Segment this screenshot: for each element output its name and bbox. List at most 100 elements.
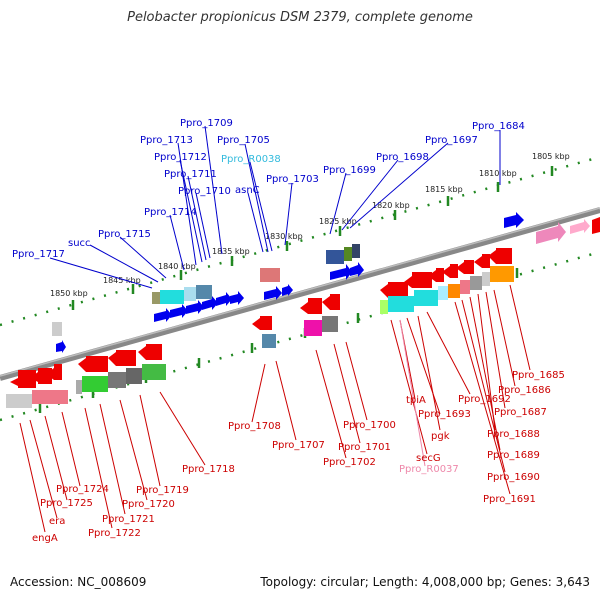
gene-label: asnC <box>235 185 260 196</box>
gene-label: Ppro_1693 <box>418 409 471 420</box>
gene-label: Ppro_1720 <box>122 499 175 510</box>
gene-label: Ppro_1701 <box>338 442 391 453</box>
gene-label: Ppro_1700 <box>343 420 396 431</box>
rna-leader-line <box>399 319 426 467</box>
tick-label: 1835 kbp <box>212 247 250 256</box>
gene-arrow <box>322 294 340 310</box>
genome-backbone <box>0 207 600 381</box>
gene-arrow <box>350 262 364 277</box>
gene-label: Ppro_1721 <box>102 514 155 525</box>
gene-label: Ppro_1699 <box>323 165 376 176</box>
tick-label: 1845 kbp <box>103 276 141 285</box>
gene-label: Ppro_1710 <box>178 186 231 197</box>
tick-label: 1820 kbp <box>372 201 410 210</box>
gene-label: Ppro_R0038 <box>221 154 281 165</box>
gene-label: secG <box>416 453 441 464</box>
forward-leader-lines <box>49 125 501 289</box>
gene-label: Ppro_R0037 <box>399 464 459 475</box>
gene-label: Ppro_1685 <box>512 370 565 381</box>
tick-label: 1815 kbp <box>425 185 463 194</box>
tick-label: 1825 kbp <box>319 217 357 226</box>
forward-genes <box>56 212 524 353</box>
gene-arrow <box>216 292 232 306</box>
gene-label: Ppro_1711 <box>164 169 217 180</box>
gene-arrow <box>504 212 524 228</box>
tick-label: 1810 kbp <box>479 169 517 178</box>
gene-label: Ppro_1692 <box>458 394 511 405</box>
gene-arrow <box>230 291 244 305</box>
forward-pink-genes <box>536 217 600 244</box>
gene-arrow <box>10 370 36 388</box>
gene-label: tpiA <box>406 395 426 406</box>
forward-blocks <box>52 244 360 336</box>
gene-label: Ppro_1703 <box>266 174 319 185</box>
tick-label: 1830 kbp <box>265 232 303 241</box>
gene-arrow <box>56 340 66 353</box>
gene-label: era <box>49 516 65 527</box>
gene-arrow <box>252 316 272 330</box>
gene-arrow <box>202 296 218 310</box>
genome-summary: Topology: circular; Length: 4,008,000 bp… <box>260 575 590 589</box>
gene-arrow <box>428 268 444 282</box>
gene-label: Ppro_1688 <box>487 429 540 440</box>
gene-label: Ppro_1705 <box>217 135 270 146</box>
gene-label: Ppro_1725 <box>40 498 93 509</box>
gene-arrow <box>108 350 136 366</box>
gene-label: succ <box>68 238 91 249</box>
gene-arrow <box>474 254 490 268</box>
gene-arrow <box>30 368 52 384</box>
reverse-leader-lines <box>19 284 531 533</box>
genome-title: Pelobacter propionicus DSM 2379, complet… <box>127 10 473 25</box>
gene-label: Ppro_1698 <box>376 152 429 163</box>
gene-arrow <box>300 298 322 314</box>
gene-label: Ppro_1686 <box>498 385 551 396</box>
accession-number: Accession: NC_008609 <box>10 575 147 589</box>
gene-label: Ppro_1697 <box>425 135 478 146</box>
reverse-gene-labels: engA era Ppro_1725 Ppro_1724 Ppro_1722 P… <box>32 370 565 544</box>
gene-arrow <box>380 282 408 298</box>
gene-label: Ppro_1689 <box>487 450 540 461</box>
gene-label: Ppro_1717 <box>12 249 65 260</box>
gene-label: pgk <box>431 431 450 442</box>
reverse-genes <box>10 248 512 388</box>
gene-label: Ppro_1724 <box>56 484 109 495</box>
gene-label: Ppro_1708 <box>228 421 281 432</box>
gene-label: Ppro_1691 <box>483 494 536 505</box>
gene-label: Ppro_1713 <box>140 135 193 146</box>
gene-arrow <box>442 264 458 278</box>
scale-ticks-upper <box>71 166 554 310</box>
gene-arrow <box>488 248 512 264</box>
gene-arrow <box>138 344 162 360</box>
gene-label: Ppro_1684 <box>472 121 525 132</box>
tick-label: 1805 kbp <box>532 152 570 161</box>
tick-label: 1840 kbp <box>158 262 196 271</box>
gene-label: Ppro_1707 <box>272 440 325 451</box>
forward-gene-labels: Ppro_1717 succ Ppro_1715 Ppro_1714 Ppro_… <box>12 118 525 260</box>
gene-label: Ppro_1714 <box>144 207 197 218</box>
gene-arrow <box>78 356 108 372</box>
gene-label: Ppro_1702 <box>323 457 376 468</box>
gene-label: Ppro_1712 <box>154 152 207 163</box>
gene-arrow <box>330 264 352 280</box>
genome-backbone-highlight <box>0 207 600 377</box>
gene-label: Ppro_1722 <box>88 528 141 539</box>
gene-arrow <box>154 308 172 322</box>
gene-arrow <box>282 284 293 296</box>
gene-label: Ppro_1709 <box>180 118 233 129</box>
gene-arrow <box>46 364 62 380</box>
scale-tick-labels: 1850 kbp 1845 kbp 1840 kbp 1835 kbp 1830… <box>50 152 570 298</box>
reverse-blocks <box>6 266 514 408</box>
gene-arrow <box>404 272 432 288</box>
gene-arrow <box>170 304 188 318</box>
gene-label: Ppro_1718 <box>182 464 235 475</box>
gene-arrow <box>186 300 204 314</box>
gene-label: Ppro_1687 <box>494 407 547 418</box>
tick-label: 1850 kbp <box>50 289 88 298</box>
gene-label: Ppro_1719 <box>136 485 189 496</box>
gene-label: engA <box>32 533 58 544</box>
gene-arrow <box>264 286 282 300</box>
gene-label: Ppro_1690 <box>487 472 540 483</box>
gene-label: Ppro_1715 <box>98 229 151 240</box>
gene-arrow <box>456 260 474 274</box>
